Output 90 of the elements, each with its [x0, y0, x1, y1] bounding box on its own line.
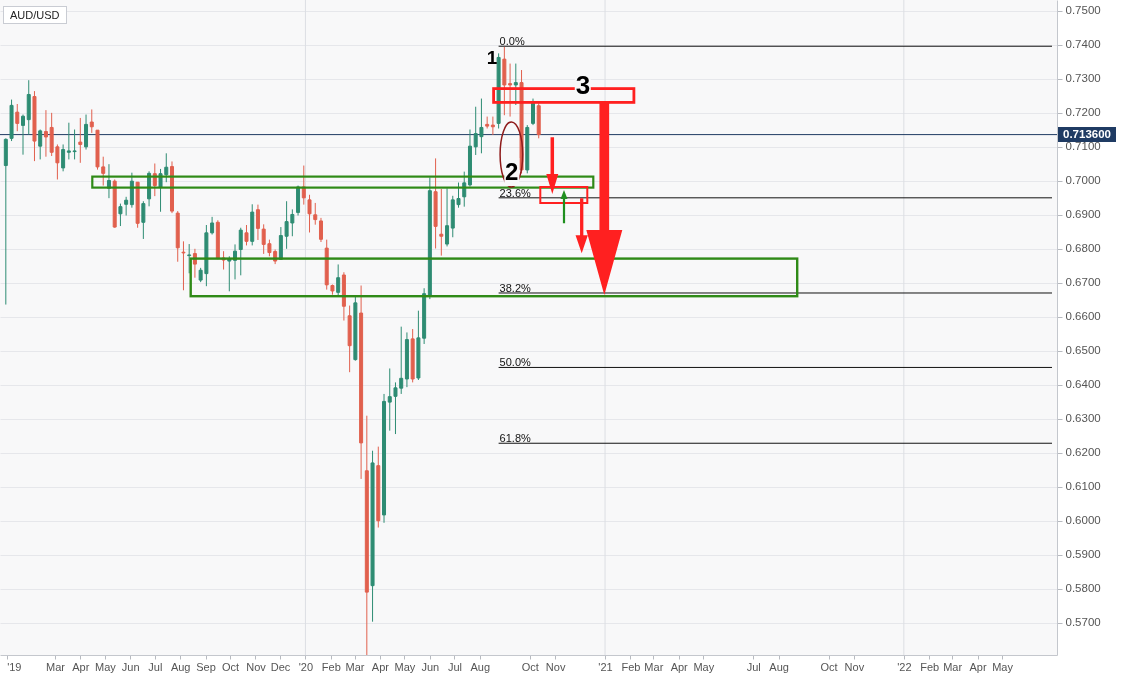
candlestick	[490, 116, 495, 136]
y-tick-label: 0.6100	[1065, 480, 1101, 493]
y-tick-label: 0.5900	[1065, 548, 1101, 561]
candlestick	[141, 200, 146, 240]
candlestick	[21, 114, 26, 156]
y-tick-label: 0.6000	[1065, 514, 1101, 527]
candlestick	[439, 188, 444, 257]
x-tick-label: Dec	[270, 660, 291, 673]
y-tick-label: 0.6300	[1065, 412, 1101, 425]
x-tick-label: Feb	[621, 660, 641, 673]
candlestick	[124, 196, 129, 216]
annotation: 3	[574, 69, 592, 100]
ref-line-label: 0.713600	[1063, 127, 1111, 140]
x-tick-label: Apr	[969, 660, 987, 673]
x-tick-label: May	[693, 660, 715, 673]
x-tick-label: '22	[897, 660, 912, 673]
series-label: 38.2%	[499, 282, 532, 294]
x-tick-label: Apr	[72, 660, 90, 673]
x-tick-label: Jun	[121, 660, 140, 673]
x-tick-label: Mar	[45, 660, 66, 673]
x-tick-label: Mar	[345, 660, 365, 673]
annotation: 2	[504, 157, 520, 186]
candlestick	[313, 202, 318, 226]
candlestick	[513, 63, 518, 106]
candlestick	[187, 243, 192, 274]
x-tick-label: Jul	[447, 660, 462, 673]
y-tick-label: 0.5700	[1065, 616, 1101, 629]
y-tick-label: 0.6700	[1065, 276, 1101, 289]
candlestick	[244, 224, 249, 246]
candlestick	[38, 129, 43, 160]
x-tick-label: Jul	[746, 660, 761, 673]
x-tick-label: Feb	[321, 660, 341, 673]
x-tick-label: Oct	[222, 660, 240, 673]
y-tick-label: 0.6900	[1065, 208, 1101, 221]
y-tick-label: 0.7200	[1065, 106, 1101, 119]
candlestick	[43, 109, 48, 158]
candlestick	[531, 98, 535, 126]
x-tick-label: Nov	[545, 660, 566, 673]
y-tick-label: 0.7500	[1065, 4, 1101, 17]
y-tick-label: 0.6500	[1065, 344, 1101, 357]
x-tick-label: Oct	[820, 660, 838, 673]
x-tick-label: Aug	[769, 660, 789, 673]
x-tick-label: Mar	[644, 660, 664, 673]
candlestick	[78, 117, 83, 164]
candlestick	[238, 227, 243, 276]
x-tick-label: May	[394, 660, 416, 673]
y-tick-label: 0.5800	[1065, 582, 1101, 595]
x-tick-label: Sep	[196, 660, 216, 673]
candlestick	[61, 143, 66, 172]
candlestick	[129, 172, 134, 209]
y-tick-label: 0.7400	[1065, 38, 1101, 51]
candlestick	[255, 204, 260, 241]
x-tick-label: Mar	[943, 660, 963, 673]
x-tick-label: '20	[298, 660, 314, 673]
y-tick-label: 0.7100	[1065, 140, 1101, 153]
x-tick-label: Aug	[470, 660, 491, 673]
candlestick	[118, 203, 123, 227]
candlestick	[307, 194, 312, 233]
x-tick-label: Oct	[521, 660, 539, 673]
candlestick	[89, 108, 94, 134]
series-label: 61.8%	[499, 432, 532, 445]
y-tick-label: 0.6200	[1065, 446, 1101, 459]
y-tick-label: 0.7300	[1065, 72, 1101, 85]
x-tick-label: Apr	[371, 660, 390, 673]
candlestick	[15, 103, 20, 132]
y-tick-label: 0.6600	[1065, 310, 1101, 323]
x-tick-label: Nov	[246, 660, 267, 673]
x-tick-label: '21	[598, 660, 613, 673]
x-tick-label: May	[94, 660, 117, 673]
candlestick	[445, 187, 450, 247]
candlestick	[181, 240, 186, 291]
x-tick-label: Nov	[844, 660, 865, 673]
series-label: 0.0%	[499, 35, 525, 48]
candlestick	[336, 263, 341, 297]
x-tick-label: Feb	[920, 660, 940, 673]
series-label: 50.0%	[499, 356, 532, 369]
y-tick-label: 0.6400	[1065, 378, 1101, 391]
x-tick-label: May	[992, 660, 1014, 673]
y-tick-label: 0.7000	[1065, 174, 1101, 187]
candlestick	[84, 114, 89, 151]
x-tick-label: '19	[7, 660, 22, 673]
y-tick-label: 0.6800	[1065, 242, 1101, 255]
x-tick-label: Apr	[670, 660, 689, 673]
x-tick-label: Aug	[170, 660, 191, 673]
candlestick	[318, 217, 323, 243]
text: AUD/USD	[3, 6, 67, 24]
series-label: 23.6%	[499, 186, 532, 199]
annotation: 1	[485, 45, 499, 69]
x-tick-label: Jun	[421, 660, 440, 673]
x-tick-label: Jul	[148, 660, 163, 673]
